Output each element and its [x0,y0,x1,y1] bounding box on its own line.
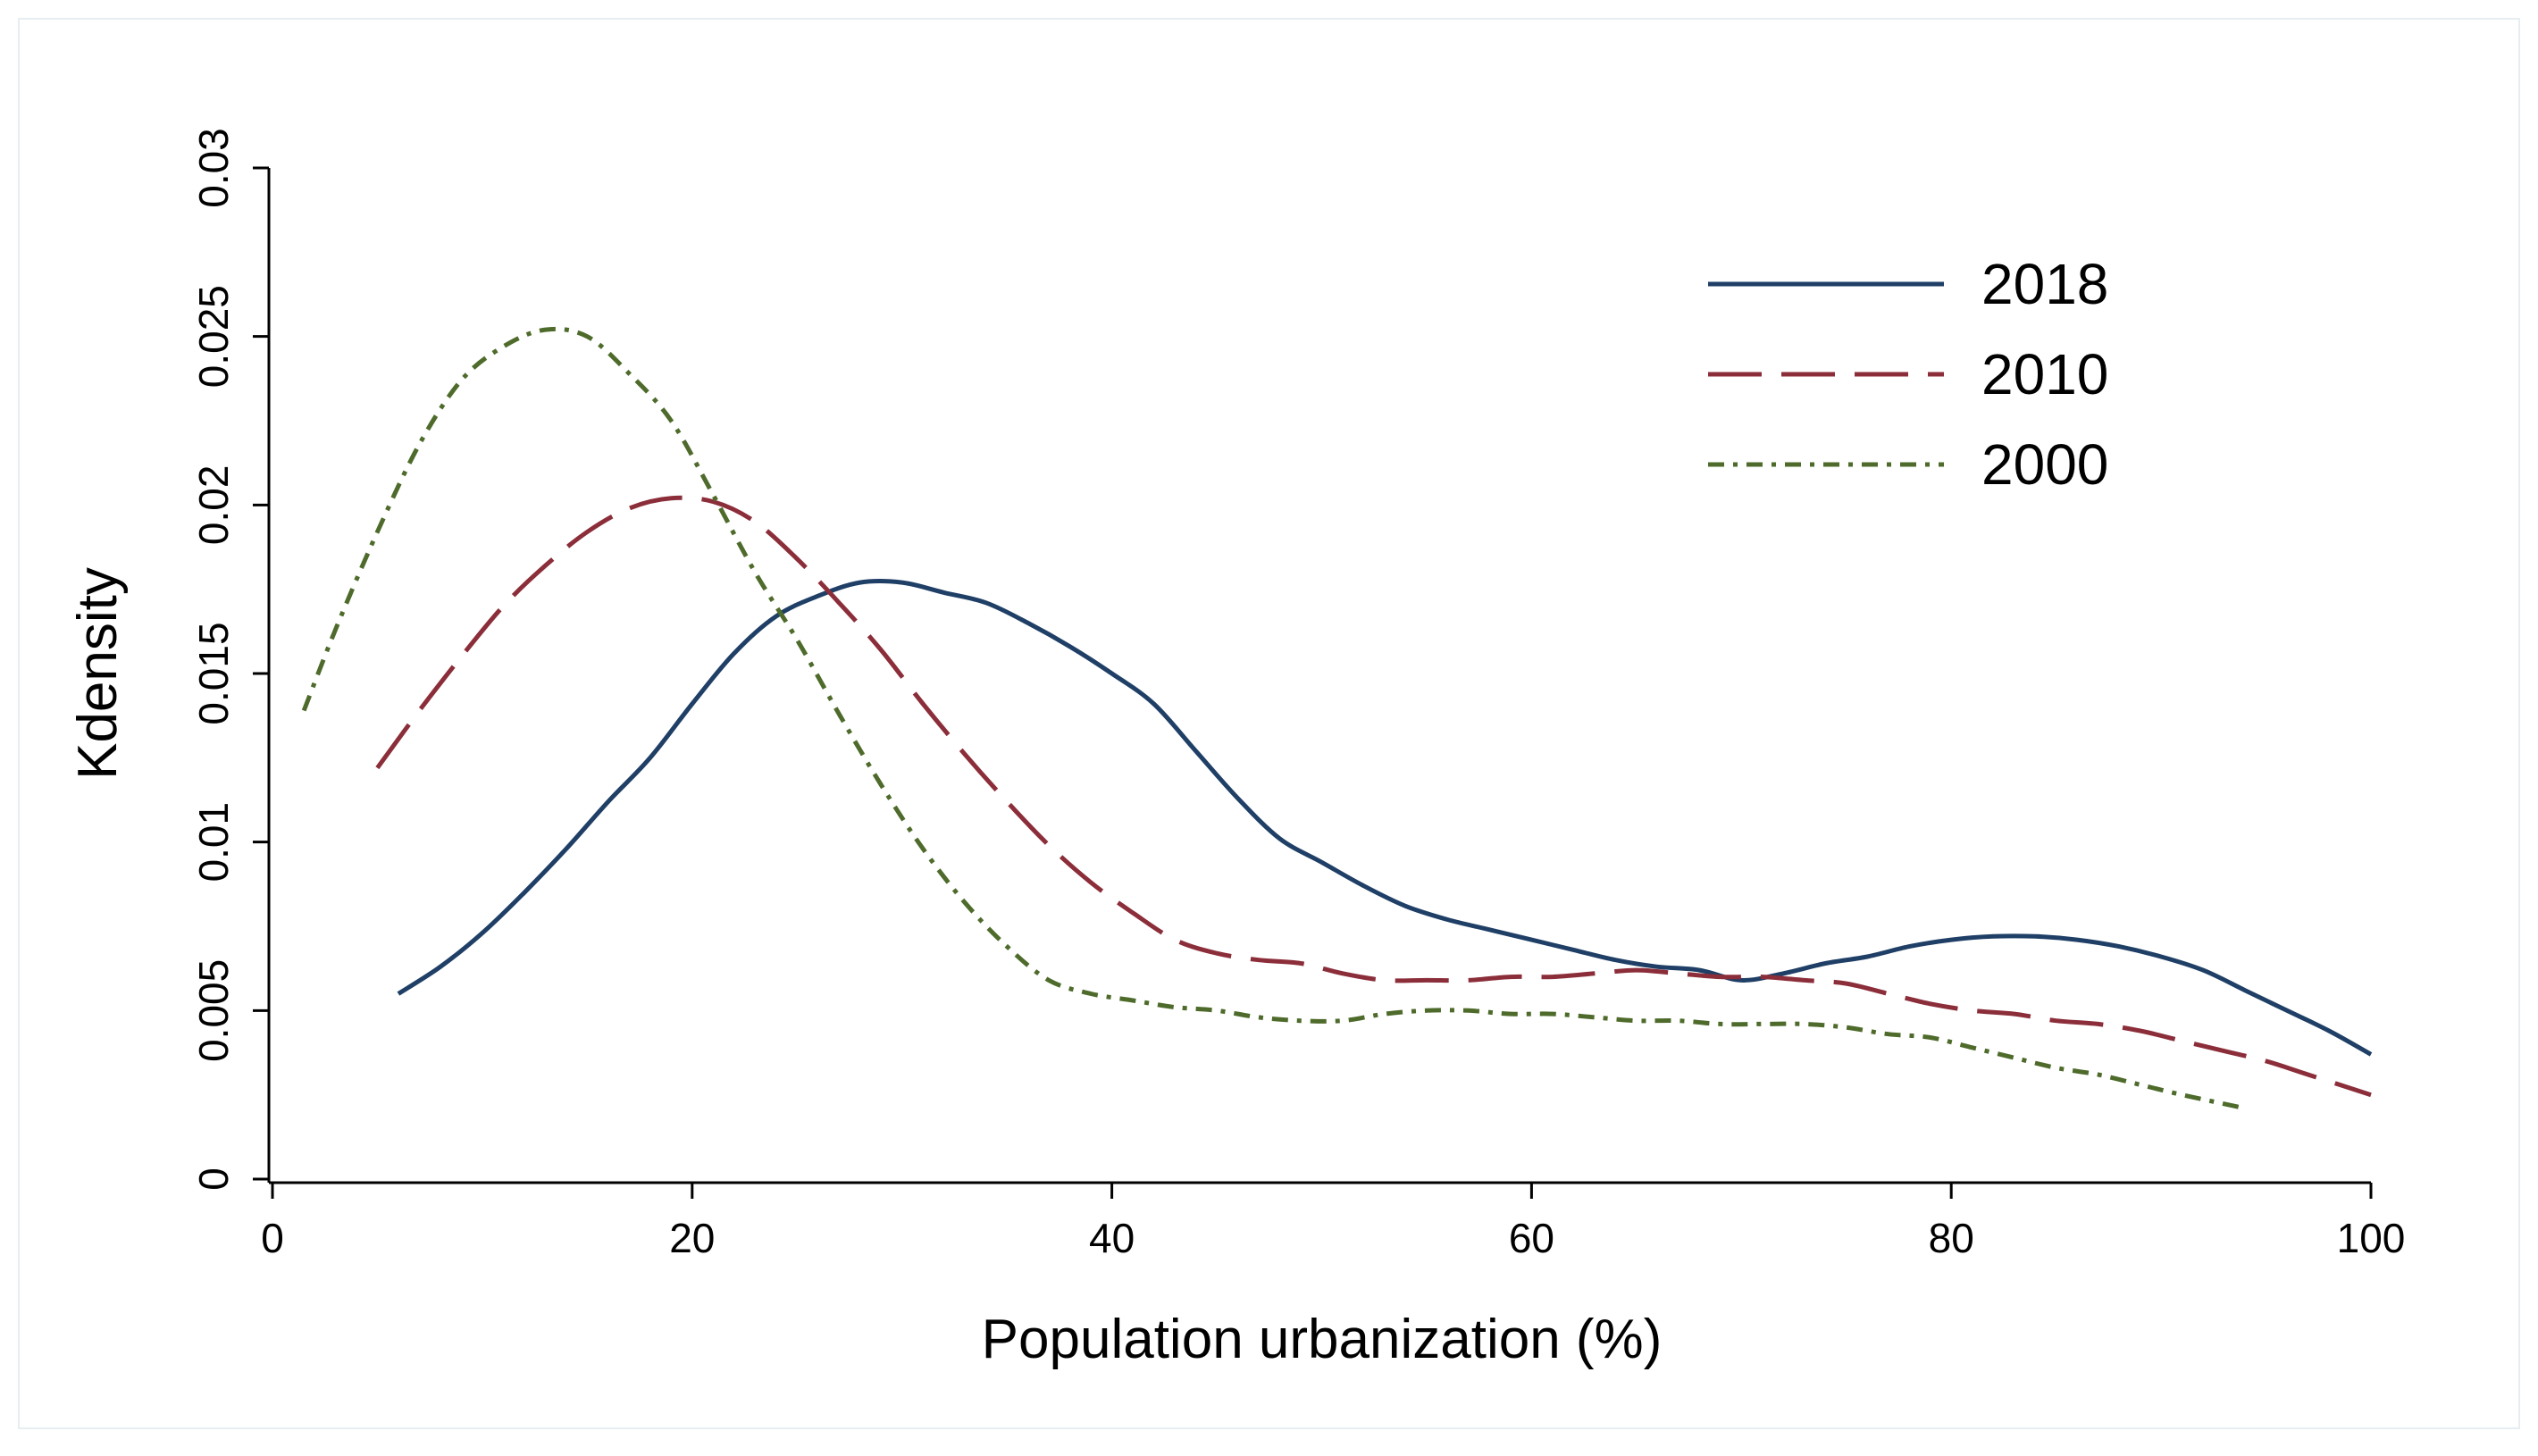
y-axis-title: Kdensity [67,567,129,780]
y-tick-label: 0.02 [190,465,237,546]
x-ticks: 0 20 40 60 80 100 [261,1183,2405,1261]
x-tick-label: 80 [1929,1215,1974,1261]
legend-label-2000: 2000 [1981,432,2108,497]
legend: 2018 2010 2000 [1708,252,2108,497]
x-tick-label: 20 [669,1215,715,1261]
y-tick-label: 0.025 [190,285,237,388]
x-tick-label: 60 [1509,1215,1554,1261]
y-tick-label: 0.015 [190,622,237,724]
legend-label-2018: 2018 [1981,252,2108,316]
y-tick-label: 0.01 [190,802,237,883]
series-line-2018 [397,578,2373,1057]
chart-frame [18,18,2520,1429]
x-axis-title: Population urbanization (%) [982,1309,1663,1370]
legend-label-2010: 2010 [1981,342,2108,406]
y-tick-label: 0 [190,1167,237,1191]
x-tick-label: 100 [2337,1215,2406,1261]
y-tick-label: 0.005 [190,959,237,1062]
series-line-2000 [301,326,2246,1111]
series-lines [301,326,2373,1111]
series-line-2010 [375,495,2372,1098]
x-tick-label: 0 [261,1215,284,1261]
y-ticks: 0 0.005 0.01 0.015 0.02 0.025 0.03 [190,128,269,1191]
y-tick-label: 0.03 [190,128,237,208]
x-tick-label: 40 [1089,1215,1135,1261]
axes: 0 20 40 60 80 100 0 0.005 0.01 0.015 0.02 0.025 0.0… [190,128,2405,1261]
